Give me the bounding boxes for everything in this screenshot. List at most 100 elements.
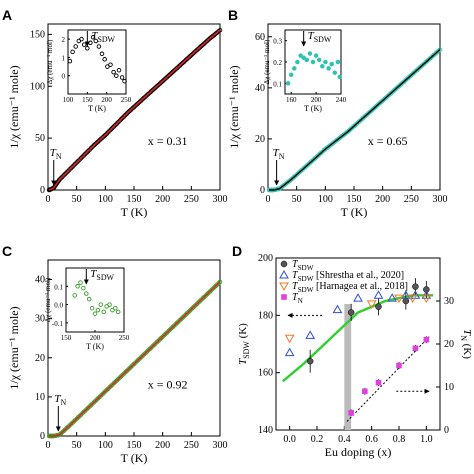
y2-tick-label: 20: [444, 339, 454, 350]
y-tick-label: 0: [260, 185, 265, 196]
panel-label: D: [232, 243, 242, 259]
data-point: [332, 304, 343, 314]
x-tick-label: 100: [98, 440, 113, 451]
data-point: [362, 388, 368, 395]
inset-point: [84, 291, 89, 296]
data-point: [347, 309, 355, 316]
inset-point: [102, 57, 107, 62]
x-tick-label: 250: [121, 96, 132, 104]
y-tick-label: 50: [35, 133, 45, 144]
concentration-annotation: x = 0.92: [148, 377, 188, 391]
x-tick-label: 300: [433, 194, 448, 205]
x-tick-label: 50: [72, 440, 82, 451]
chart-panel-b: B 0 50 100 150 200 250 300 0 20 40 60 T (K) 1/χ (emu⁻…: [227, 7, 448, 219]
y-tick-label: 100: [30, 81, 45, 92]
inset-point: [115, 309, 121, 315]
data-point: [400, 290, 411, 299]
inset-point: [332, 70, 338, 75]
y-tick-label: 0: [40, 185, 45, 196]
y-tick-label: 1: [62, 54, 66, 62]
inset-point: [99, 51, 105, 57]
inset-y-label: Δχ (emu⁻¹ mol): [263, 39, 271, 84]
tsdw-label: TSDW: [91, 30, 115, 44]
inset-point: [78, 280, 83, 285]
x-tick-label: 250: [404, 194, 419, 205]
legend-label: TN: [292, 292, 304, 305]
y2-tick-label: 0: [444, 425, 449, 436]
inset-point: [90, 35, 96, 40]
x-tick-label: 100: [98, 194, 113, 205]
inset-point: [113, 305, 118, 311]
inset-point: [316, 57, 322, 63]
y-tick-label: 30: [35, 314, 45, 325]
inset-point: [116, 67, 122, 73]
y-tick-label: 140: [258, 425, 273, 436]
concentration-annotation: x = 0.65: [368, 134, 408, 148]
inset-x-label: T (K): [304, 104, 322, 113]
x-tick-label: 0: [46, 440, 51, 451]
inset-point: [101, 309, 106, 315]
y-tick-label: 160: [258, 368, 273, 379]
inset-point: [75, 284, 80, 289]
x-tick-label: 50: [72, 194, 82, 205]
x-tick-label: 200: [311, 96, 322, 104]
x-axis-label: Eu doping (x): [325, 445, 392, 459]
y-tick-label: 10: [35, 392, 45, 403]
y-tick-label: 0.2: [273, 59, 282, 67]
inset-point: [304, 57, 310, 63]
data-series: [46, 27, 223, 193]
inset-point: [285, 81, 291, 86]
x-tick-label: 100: [318, 194, 333, 205]
inset-y-label: Δχ (emu⁻¹ mol): [44, 277, 52, 322]
data-point: [407, 294, 418, 304]
y-tick-label: 0.0: [54, 302, 63, 310]
x-tick-label: 100: [63, 96, 74, 104]
x-tick-label: 1.0: [420, 434, 433, 445]
inset-point: [323, 59, 328, 65]
data-point: [284, 347, 295, 357]
concentration-annotation: x = 0.31: [148, 134, 188, 148]
x-axis-label: T (K): [341, 205, 368, 219]
y-tick-label: 0.3: [273, 38, 282, 46]
inset-point: [73, 44, 78, 49]
x-tick-label: 0.6: [365, 434, 378, 445]
data-point: [423, 336, 430, 343]
inset-plot: 150 200 250 -0.1 0.0 0.1 T (K) Δχ (emu⁻¹ mol) TS…: [44, 266, 130, 351]
inset-point: [335, 59, 341, 65]
x-tick-label: 150: [127, 440, 142, 451]
data-point: [284, 334, 295, 344]
x-tick-label: 250: [184, 194, 199, 205]
x-tick-label: 200: [155, 440, 170, 451]
data-point: [423, 286, 430, 293]
series-3: [348, 336, 430, 417]
inset-x-label: T (K): [86, 342, 104, 351]
data-point: [402, 297, 410, 305]
x-tick-label: 200: [375, 194, 390, 205]
inset-plot: 160 200 240 0.1 0.2 0.3 T (K) Δχ (emu⁻¹ mol) TSD…: [263, 28, 347, 113]
x-tick-label: 150: [347, 194, 362, 205]
data-point: [366, 300, 377, 309]
y-tick-label: 2: [62, 36, 66, 44]
y2-axis-label: TN (K): [459, 329, 473, 359]
data-point: [375, 379, 382, 386]
legend-label: TSDW [Harnagea et al., 2018]: [292, 281, 408, 294]
inset-point: [81, 285, 86, 291]
panel-label: B: [228, 7, 238, 23]
y-axis-label: 1/χ (emu⁻¹ mole): [227, 65, 241, 148]
data-point: [217, 27, 223, 33]
tsdw-label: TSDW: [90, 268, 114, 282]
inset-point: [320, 64, 325, 69]
y-tick-label: 0.1: [54, 283, 63, 291]
y-tick-label: 0: [40, 431, 45, 442]
x-tick-label: 200: [101, 96, 112, 104]
inset-point: [67, 58, 73, 64]
data-point: [421, 294, 432, 304]
legend-marker: [279, 269, 289, 279]
inset-plot: 100 150 200 250 0 1 2 T (K) Δχ (emu⁻¹ mol) TSDW: [46, 28, 132, 113]
inset-point: [98, 302, 104, 307]
inset-point: [107, 302, 112, 307]
inset-background: [64, 266, 126, 334]
data-point: [373, 290, 384, 299]
